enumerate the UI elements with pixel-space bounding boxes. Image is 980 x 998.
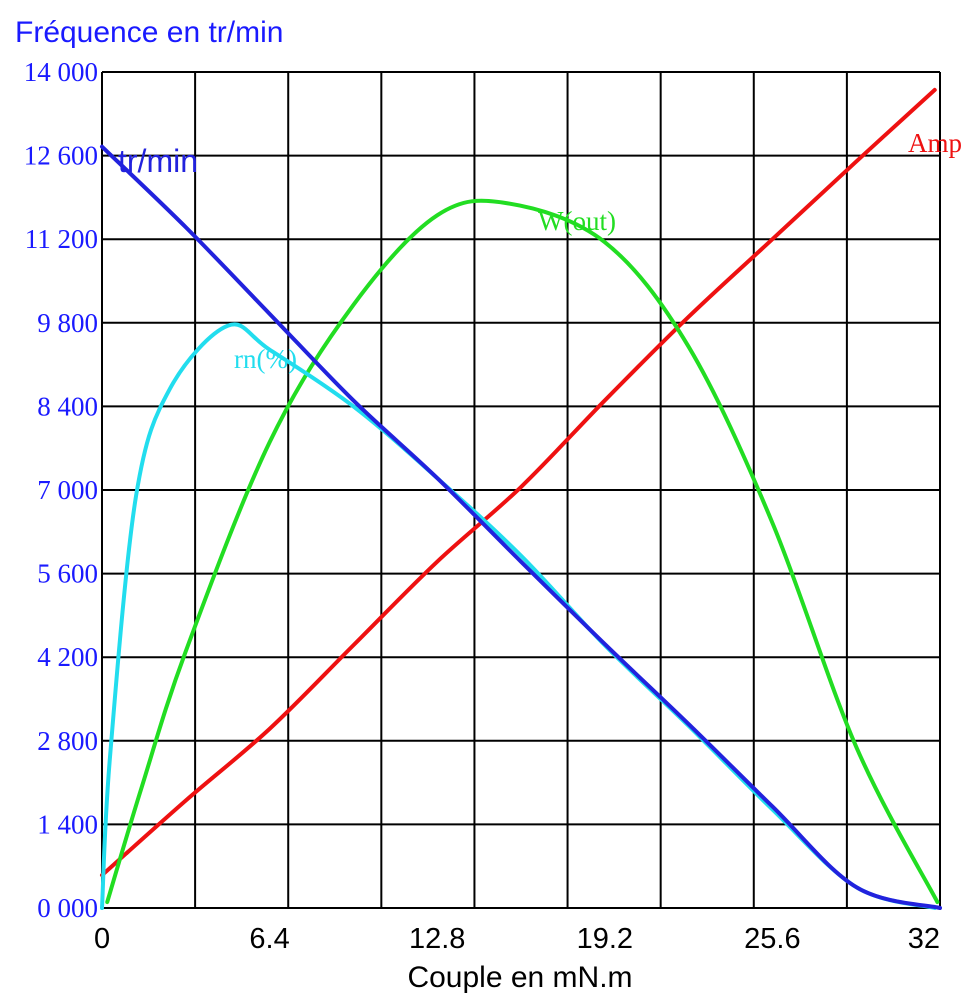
y-tick-label: 1 400 — [37, 809, 98, 839]
series-line-speed — [100, 144, 942, 910]
y-tick-label: 2 800 — [37, 726, 98, 756]
series-lines — [100, 87, 942, 910]
x-tick-label: 0 — [94, 923, 110, 955]
series-line-current — [100, 87, 937, 878]
series-label-power: W(out) — [538, 206, 616, 236]
y-tick-label: 12 600 — [24, 141, 98, 171]
chart-title: Fréquence en tr/min — [15, 16, 283, 49]
series-line-efficiency — [100, 322, 937, 910]
x-tick-label: 6.4 — [249, 923, 289, 955]
y-tick-label: 0 000 — [37, 893, 98, 923]
series-label-efficiency: rn(%) — [234, 344, 297, 374]
series-line-power — [105, 198, 940, 905]
series-label-speed: tr/min — [118, 143, 198, 179]
x-tick-label: 25.6 — [744, 923, 800, 955]
y-tick-label: 7 000 — [37, 475, 98, 505]
y-tick-label: 5 600 — [37, 559, 98, 589]
y-tick-label: 14 000 — [24, 57, 98, 87]
y-tick-label: 11 200 — [25, 224, 98, 254]
y-tick-label: 4 200 — [37, 642, 98, 672]
x-axis-label: Couple en mN.m — [407, 961, 632, 994]
y-tick-label: 8 400 — [37, 391, 98, 421]
x-axis-ticks: 0 6.4 12.8 19.2 25.6 32 — [94, 923, 940, 955]
y-tick-label: 9 800 — [37, 308, 98, 338]
series-labels: tr/min Amp W(out) rn(%) — [118, 128, 962, 374]
y-axis-ticks: 0 000 1 400 2 800 4 200 5 600 7 000 8 400 9 800… — [24, 57, 98, 923]
series-label-current: Amp — [908, 128, 962, 158]
x-tick-label: 19.2 — [577, 923, 633, 955]
grid — [101, 71, 941, 909]
x-tick-label: 12.8 — [409, 923, 465, 955]
x-tick-label: 32 — [908, 923, 940, 955]
